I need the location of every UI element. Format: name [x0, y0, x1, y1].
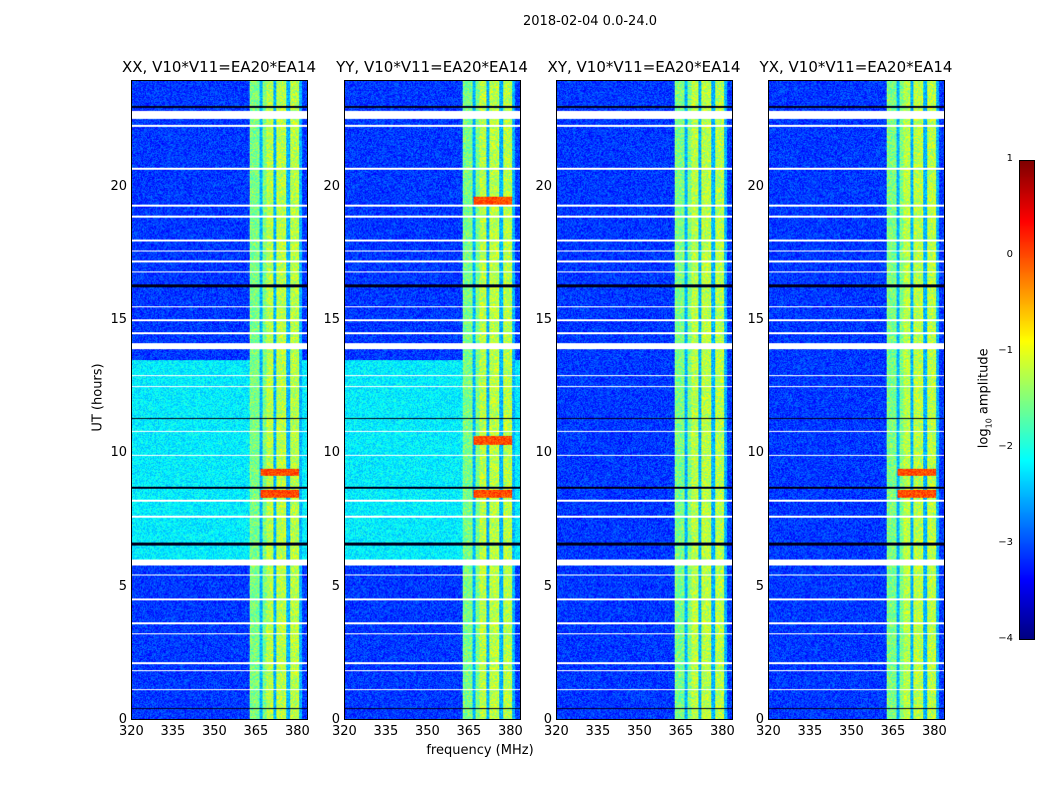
colorbar-tick-label: −2	[998, 441, 1013, 452]
x-tick-label: 380	[497, 724, 523, 739]
panel-title: XX, V10*V11=EA20*EA14	[121, 58, 316, 76]
x-tick-label: 320	[119, 724, 144, 739]
y-tick-label: 20	[747, 178, 764, 194]
x-tick-label: 365	[243, 724, 269, 739]
y-tick-label: 0	[331, 712, 340, 727]
colorbar-tick-label: 0	[1006, 249, 1013, 260]
y-tick-label: 0	[118, 712, 127, 727]
y-tick-label: 20	[110, 178, 127, 194]
colorbar	[1019, 160, 1035, 640]
y-tick-label: 0	[755, 712, 764, 727]
x-tick-label: 320	[544, 724, 569, 739]
y-axis-label: UT (hours)	[90, 363, 106, 432]
x-axis-label: frequency (MHz)	[426, 743, 534, 758]
x-tick-label: 350	[838, 724, 864, 739]
panel-title: XY, V10*V11=EA20*EA14	[547, 58, 741, 76]
x-tick-label: 350	[626, 724, 652, 739]
x-tick-label: 365	[880, 724, 906, 739]
colorbar-label: log10 amplitude	[976, 348, 994, 449]
y-tick-label: 0	[543, 712, 552, 727]
colorbar-tick-label: 1	[1006, 153, 1013, 164]
y-tick-label: 20	[535, 178, 552, 194]
colorbar-tick-label: −1	[998, 345, 1013, 356]
x-tick-label: 380	[284, 724, 310, 739]
y-tick-label: 10	[110, 445, 127, 461]
x-tick-label: 320	[756, 724, 781, 739]
x-tick-label: 365	[456, 724, 482, 739]
x-tick-label: 335	[797, 724, 823, 739]
colorbar-tick-label: −3	[998, 537, 1013, 548]
y-tick-label: 15	[323, 312, 340, 327]
y-tick-label: 10	[747, 445, 764, 461]
x-tick-label: 320	[332, 724, 357, 739]
y-tick-label: 10	[323, 445, 340, 461]
figure-title: 2018-02-04 0.0-24.0	[523, 14, 657, 29]
spectrogram-panel	[768, 80, 945, 720]
y-tick-label: 15	[535, 312, 552, 327]
x-tick-label: 335	[585, 724, 611, 739]
y-tick-label: 5	[543, 578, 552, 594]
spectrogram-panel	[556, 80, 733, 720]
x-tick-label: 380	[921, 724, 947, 739]
x-tick-label: 350	[201, 724, 227, 739]
x-tick-label: 365	[668, 724, 694, 739]
colorbar-tick-label: −4	[998, 633, 1013, 644]
spectrogram-panel	[344, 80, 521, 720]
x-tick-label: 335	[373, 724, 399, 739]
panel-title: YY, V10*V11=EA20*EA14	[336, 58, 528, 76]
y-tick-label: 20	[323, 178, 340, 194]
y-tick-label: 15	[110, 312, 127, 327]
spectrogram-panel	[131, 80, 308, 720]
y-tick-label: 5	[755, 578, 764, 594]
x-tick-label: 350	[414, 724, 440, 739]
panel-title: YX, V10*V11=EA20*EA14	[759, 58, 953, 76]
y-tick-label: 5	[118, 578, 127, 594]
x-tick-label: 380	[709, 724, 735, 739]
y-tick-label: 10	[535, 445, 552, 461]
y-tick-label: 5	[331, 578, 340, 594]
x-tick-label: 335	[160, 724, 186, 739]
y-tick-label: 15	[747, 312, 764, 327]
